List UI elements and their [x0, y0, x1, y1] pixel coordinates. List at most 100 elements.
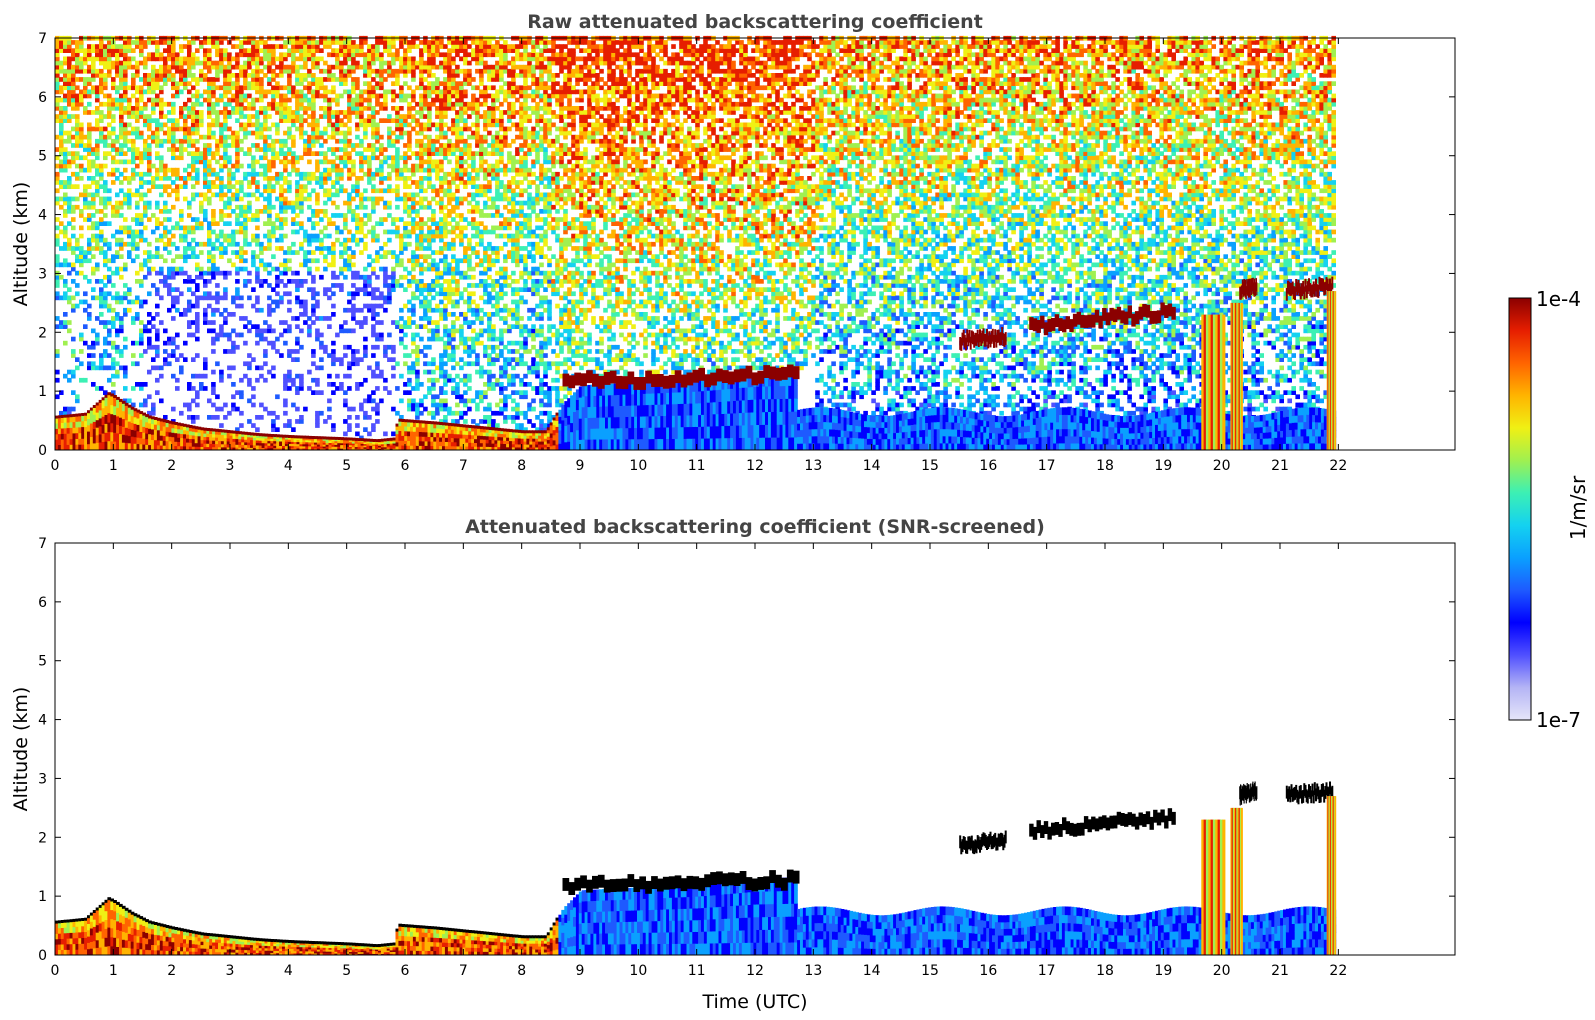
noise-cell	[395, 171, 400, 177]
noise-cell	[339, 155, 344, 161]
noise-cell	[191, 192, 196, 198]
noise-cell	[79, 126, 84, 132]
noise-cell	[283, 68, 288, 74]
noise-cell	[63, 320, 68, 325]
noise-cell	[191, 122, 196, 128]
noise-cell	[307, 204, 312, 210]
noise-cell	[239, 106, 244, 111]
noise-cell	[179, 369, 184, 375]
noise-cell	[371, 48, 376, 53]
noise-cell	[467, 320, 472, 325]
raw-backscatter-panel: Raw attenuated backscattering coefficien…	[10, 11, 1456, 474]
noise-cell	[71, 307, 76, 313]
noise-cell	[279, 60, 284, 66]
noise-cell	[191, 184, 196, 189]
noise-cell	[467, 377, 472, 383]
noise-cell	[295, 155, 300, 161]
noise-cell	[283, 143, 288, 148]
noise-cell	[79, 155, 84, 161]
noise-cell	[399, 106, 404, 111]
noise-cell	[367, 279, 372, 284]
noise-cell	[411, 349, 416, 354]
noise-cell	[451, 254, 456, 259]
noise-cell	[371, 56, 376, 62]
noise-cell	[207, 237, 212, 243]
noise-cell	[443, 192, 448, 198]
noise-cell	[343, 246, 348, 251]
noise-cell	[443, 382, 448, 387]
noise-cell	[427, 81, 432, 86]
noise-cell	[107, 151, 112, 156]
noise-cell	[299, 312, 304, 317]
noise-cell	[83, 200, 88, 206]
noise-cell	[211, 44, 216, 49]
noise-cell	[375, 336, 380, 342]
noise-cell	[299, 200, 304, 206]
noise-cell	[99, 167, 104, 173]
noise-cell	[63, 85, 68, 91]
noise-cell	[99, 73, 104, 78]
noise-cell	[415, 332, 420, 338]
noise-cell	[55, 291, 60, 297]
noise-cell	[115, 295, 120, 301]
noise-cell	[111, 213, 116, 218]
noise-cell	[443, 130, 448, 136]
noise-cell	[223, 200, 228, 206]
noise-cell	[419, 324, 424, 329]
noise-cell	[459, 340, 464, 346]
noise-cell	[155, 68, 160, 74]
noise-cell	[359, 402, 364, 408]
noise-cell	[259, 89, 264, 95]
noise-cell	[451, 106, 456, 111]
noise-cell	[183, 254, 188, 259]
noise-cell	[227, 312, 232, 317]
noise-cell	[471, 56, 476, 62]
noise-cell	[295, 336, 300, 342]
noise-cell	[295, 180, 300, 185]
noise-cell	[59, 138, 64, 144]
noise-cell	[115, 68, 120, 74]
noise-cell	[255, 48, 260, 53]
noise-cell	[199, 382, 204, 387]
noise-cell	[235, 118, 240, 123]
noise-cell	[267, 163, 272, 169]
noise-cell	[415, 283, 420, 288]
noise-cell	[263, 262, 268, 268]
noise-cell	[255, 188, 260, 194]
noise-cell	[427, 73, 432, 78]
noise-cell	[407, 382, 412, 387]
noise-cell	[343, 114, 348, 119]
noise-cell	[439, 365, 444, 371]
noise-cell	[307, 266, 312, 272]
noise-cell	[63, 151, 68, 156]
noise-cell	[263, 184, 268, 189]
noise-cell	[367, 415, 372, 420]
noise-cell	[55, 196, 60, 202]
noise-cell	[247, 320, 252, 325]
noise-cell	[335, 386, 340, 391]
noise-cell	[171, 138, 176, 144]
noise-cell	[187, 138, 192, 144]
noise-cell	[71, 184, 76, 189]
noise-cell	[147, 159, 152, 165]
noise-cell	[167, 167, 172, 173]
noise-cell	[79, 225, 84, 231]
noise-cell	[59, 143, 64, 148]
noise-cell	[163, 340, 168, 346]
noise-cell	[411, 225, 416, 231]
noise-cell	[331, 40, 336, 45]
noise-cell	[303, 188, 308, 194]
noise-cell	[335, 77, 340, 82]
noise-cell	[67, 221, 72, 226]
noise-cell	[119, 365, 124, 371]
noise-cell	[167, 110, 172, 115]
noise-cell	[479, 241, 484, 247]
noise-cell	[171, 118, 176, 123]
noise-cell	[247, 40, 252, 45]
noise-cell	[227, 68, 232, 74]
noise-cell	[55, 258, 60, 264]
noise-cell	[227, 237, 232, 243]
noise-cell	[75, 357, 80, 362]
noise-cell	[155, 287, 160, 292]
noise-cell	[211, 77, 216, 82]
